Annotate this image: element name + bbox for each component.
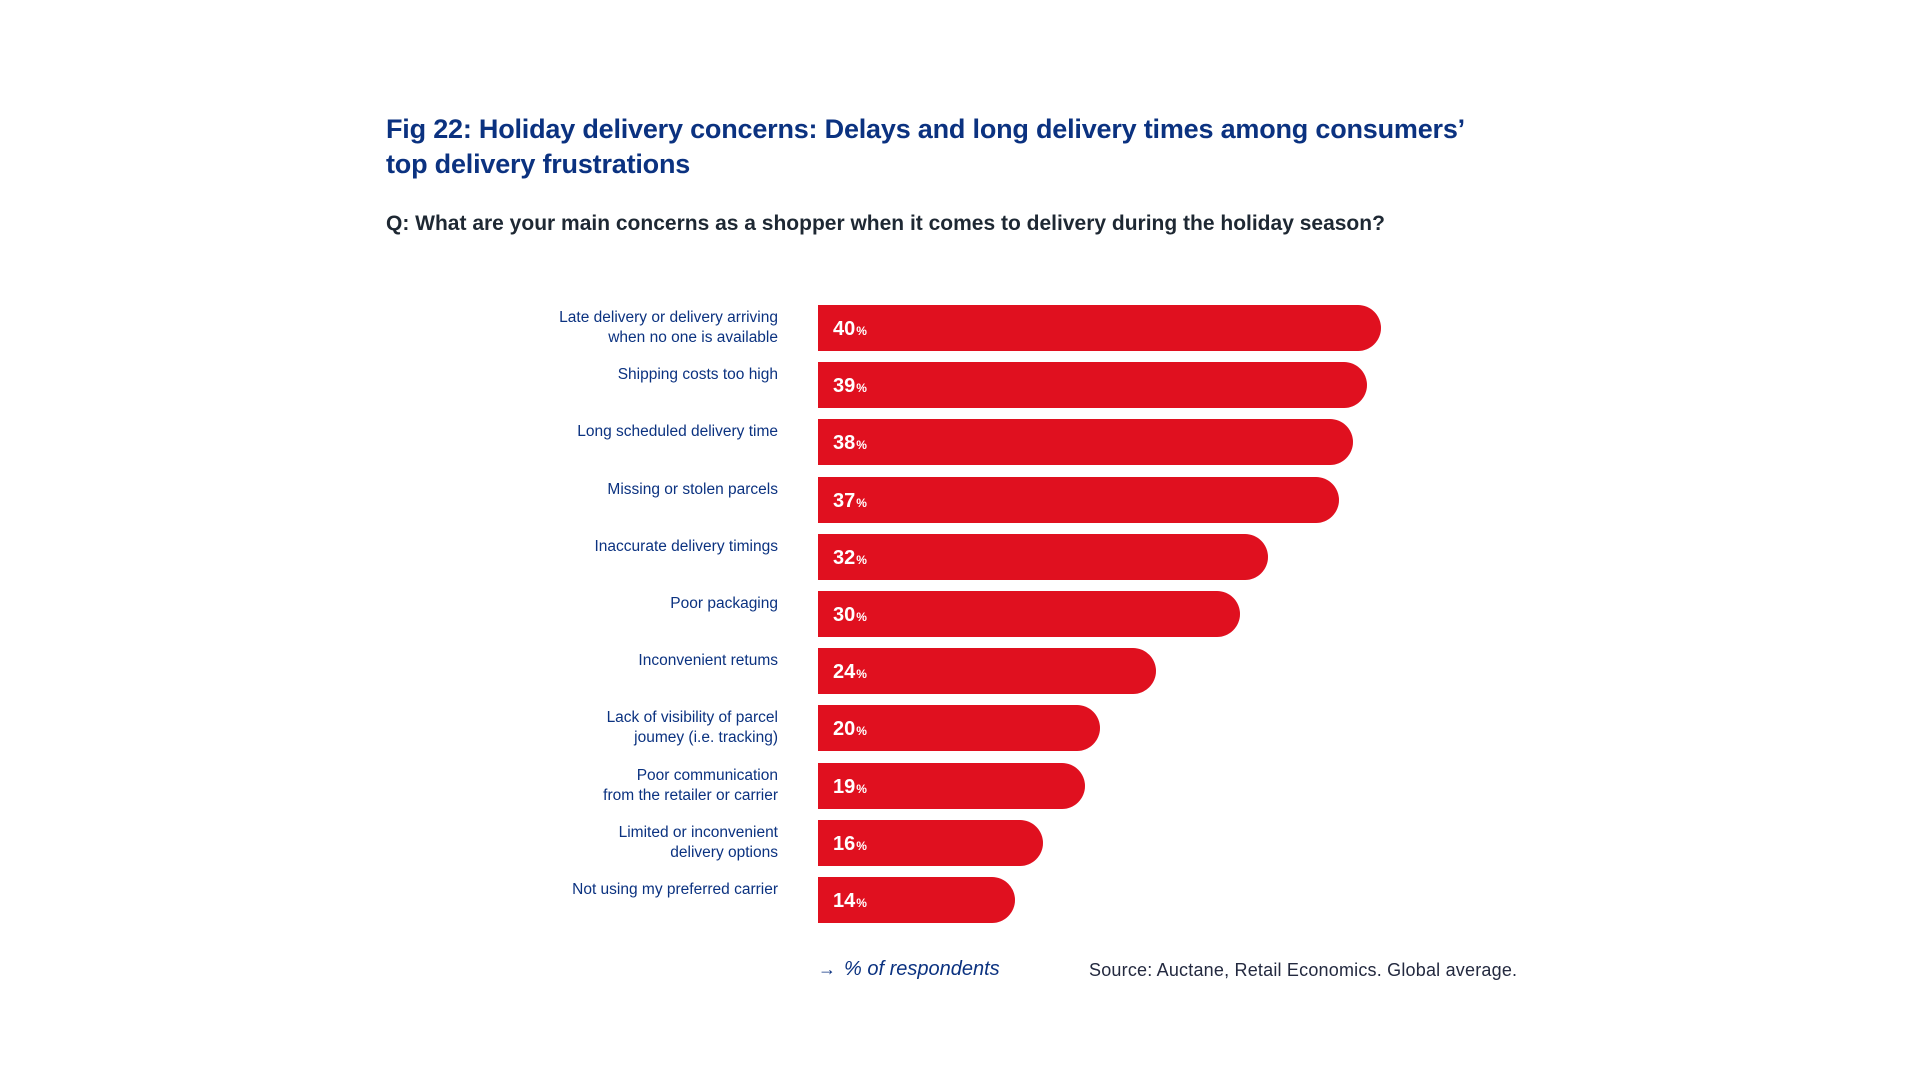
category-label: Lack of visibility of parcel joumey (i.e.… <box>478 708 778 748</box>
bar: 14% <box>818 877 1016 923</box>
bar-value-number: 14 <box>833 890 856 912</box>
category-label-line: Limited or inconvenient <box>618 823 778 841</box>
bar-value-label: 38% <box>833 419 867 465</box>
category-label: Not using my preferred carrier <box>478 880 778 900</box>
bar-value-number: 30 <box>833 604 856 626</box>
category-label: Missing or stolen parcels <box>478 480 778 500</box>
category-label: Inconvenient retums <box>478 651 778 671</box>
bar: 40% <box>818 305 1381 351</box>
bar-value-label: 40% <box>833 305 867 351</box>
bar: 16% <box>818 819 1044 866</box>
bar-value-suffix: % <box>856 667 867 682</box>
category-label-line: Not using my preferred carrier <box>572 881 778 898</box>
category-label-line: Missing or stolen parcels <box>607 480 778 498</box>
category-label: Poor communication from the retailer or c… <box>478 766 778 806</box>
bar: 39% <box>818 362 1367 409</box>
category-label-line: delivery options <box>670 843 778 861</box>
bar-value-label: 32% <box>833 534 867 580</box>
bar: 38% <box>818 419 1353 466</box>
category-label-line: Inconvenient retums <box>638 652 778 670</box>
category-label: Late delivery or delivery arriving when n… <box>478 308 778 348</box>
chart-title: Fig 22: Holiday delivery concerns: Delay… <box>386 114 1464 179</box>
bar: 24% <box>818 648 1156 695</box>
bar-value-number: 20 <box>833 718 856 741</box>
bar-value-label: 39% <box>833 362 867 408</box>
category-label: Limited or inconvenient delivery options <box>478 823 778 863</box>
bar-value-suffix: % <box>856 896 867 910</box>
category-label-line: when no one is available <box>608 329 778 346</box>
bar-value-suffix: % <box>856 438 867 453</box>
category-label: Long scheduled delivery time <box>478 422 778 442</box>
bar-value-suffix: % <box>856 610 867 624</box>
bar-value-label: 19% <box>833 763 867 809</box>
bar-value-label: 20% <box>833 705 867 751</box>
bar-value-number: 16 <box>833 832 856 855</box>
bar: 30% <box>818 591 1241 637</box>
bar-value-suffix: % <box>856 781 867 796</box>
bar-value-number: 24 <box>833 661 856 684</box>
bar: 32% <box>818 533 1269 580</box>
bar: 19% <box>818 762 1086 809</box>
bar-value-suffix: % <box>856 324 867 338</box>
category-label: Shipping costs too high <box>478 365 778 385</box>
bar-value-label: 30% <box>833 591 867 637</box>
category-label-line: Inaccurate delivery timings <box>594 537 779 555</box>
arrow-right-icon: → <box>818 959 836 979</box>
category-label-line: Long scheduled delivery time <box>577 423 778 441</box>
category-label-line: from the retailer or carrier <box>603 786 778 804</box>
bar-value-number: 19 <box>833 775 856 798</box>
bar-value-suffix: % <box>856 724 867 739</box>
bar-value-label: 16% <box>833 820 867 866</box>
chart-subtitle: Q: What are your main concerns as a shop… <box>386 212 1385 235</box>
bar-value-number: 38 <box>833 432 856 455</box>
bar-value-suffix: % <box>856 495 867 510</box>
category-label-line: Poor packaging <box>670 595 778 612</box>
bar: 20% <box>818 705 1100 752</box>
category-label-line: Lack of visibility of parcel <box>606 709 778 727</box>
bar-value-label: 14% <box>833 877 867 923</box>
bar: 37% <box>818 476 1339 523</box>
bar-value-number: 32 <box>833 546 856 569</box>
bar-value-number: 40 <box>833 318 856 340</box>
bar-value-number: 37 <box>833 489 856 512</box>
category-label-line: joumey (i.e. tracking) <box>634 729 778 747</box>
bar-value-suffix: % <box>856 838 867 853</box>
x-axis-label: → % of respondents <box>818 958 1000 981</box>
bar-value-suffix: % <box>856 381 867 396</box>
category-label-line: Poor communication <box>636 766 778 784</box>
category-label-line: Late delivery or delivery arriving <box>559 309 778 326</box>
category-label: Inaccurate delivery timings <box>478 537 779 557</box>
bar-value-suffix: % <box>856 552 867 567</box>
x-axis-label-text: % of respondents <box>844 958 1000 980</box>
bar-value-number: 39 <box>833 375 856 398</box>
category-label-line: Shipping costs too high <box>617 366 778 384</box>
category-label: Poor packaging <box>478 594 778 614</box>
bar-value-label: 37% <box>833 477 867 523</box>
source-note: Source: Auctane, Retail Economics. Globa… <box>1089 960 1518 980</box>
bar-value-label: 24% <box>833 648 867 694</box>
